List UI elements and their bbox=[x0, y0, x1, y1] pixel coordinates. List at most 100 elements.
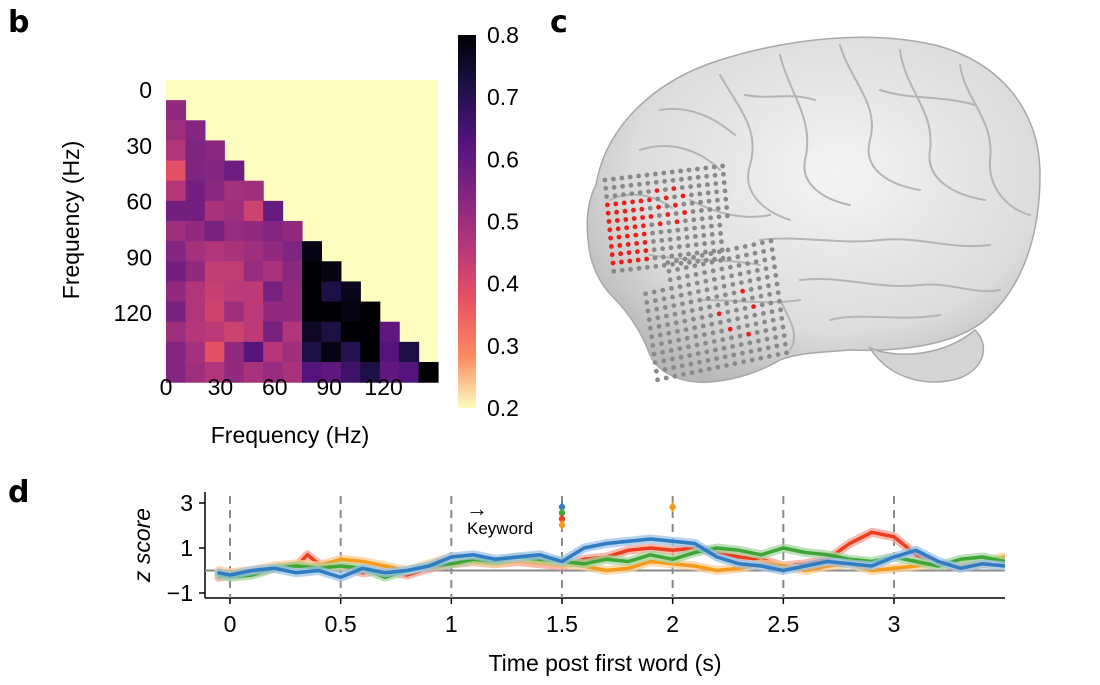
heatmap-cell bbox=[302, 321, 323, 343]
electrode-selected bbox=[613, 201, 619, 207]
electrode-selected bbox=[663, 195, 669, 201]
electrode bbox=[726, 256, 732, 261]
heatmap-cell bbox=[166, 160, 187, 182]
electrode bbox=[762, 319, 767, 325]
heatmap-cell bbox=[263, 221, 284, 242]
electrode-selected bbox=[644, 256, 649, 262]
electrode bbox=[683, 327, 689, 332]
electrode-selected bbox=[665, 212, 671, 217]
electrode bbox=[757, 285, 763, 290]
electrode bbox=[729, 335, 734, 341]
electrode bbox=[719, 328, 724, 334]
electrode bbox=[670, 294, 675, 300]
electrode-selected bbox=[609, 244, 614, 249]
electrode-selected bbox=[616, 234, 622, 240]
electrode bbox=[668, 245, 674, 251]
electrode bbox=[702, 332, 707, 337]
heatmap-cell bbox=[224, 281, 245, 303]
electrode bbox=[692, 263, 698, 269]
heatmap-x-tick-label: 60 bbox=[262, 374, 288, 400]
electrode bbox=[683, 226, 689, 232]
heatmap-cell bbox=[243, 241, 264, 262]
heatmap-cell bbox=[185, 281, 206, 303]
electrode bbox=[675, 329, 680, 334]
keyword-markers bbox=[558, 502, 676, 530]
heatmap-cell bbox=[224, 221, 245, 242]
heatmap-cell bbox=[185, 140, 206, 162]
electrode bbox=[736, 263, 742, 268]
electrode bbox=[669, 169, 675, 175]
electrode bbox=[770, 317, 776, 323]
electrode bbox=[706, 198, 712, 204]
line-x-tick-label: 3 bbox=[888, 611, 901, 637]
electrode bbox=[677, 346, 683, 351]
heatmap-cell bbox=[204, 281, 225, 303]
electrode bbox=[680, 301, 685, 307]
electrode bbox=[686, 282, 691, 288]
electrode bbox=[672, 311, 678, 317]
electrode-selected bbox=[618, 251, 623, 257]
heatmap-y-tick-label: 30 bbox=[126, 133, 152, 159]
heatmap-cell bbox=[302, 341, 323, 363]
electrode-selected bbox=[654, 188, 660, 194]
electrode bbox=[715, 302, 721, 308]
heatmap-axes: 0 30 60 90 120 0 30 60 90 120 bbox=[114, 77, 403, 400]
heatmap-cell bbox=[204, 221, 225, 242]
electrode bbox=[664, 203, 670, 209]
electrode bbox=[758, 355, 764, 361]
electrode bbox=[755, 268, 760, 273]
electrode bbox=[714, 189, 719, 195]
keyword-marker-dot bbox=[558, 509, 566, 517]
electrode bbox=[750, 295, 755, 301]
heatmap-cell bbox=[360, 362, 381, 383]
heatmap-cell bbox=[224, 362, 245, 383]
heatmap-cell bbox=[282, 341, 303, 363]
electrode bbox=[691, 254, 696, 260]
electrode bbox=[699, 315, 705, 320]
electrode-selected bbox=[631, 216, 637, 221]
electrode bbox=[762, 257, 768, 263]
heatmap-cell bbox=[204, 200, 225, 222]
electrode bbox=[761, 249, 766, 254]
electrode bbox=[690, 209, 696, 214]
electrode bbox=[773, 273, 779, 278]
electrode bbox=[620, 183, 625, 189]
electrode bbox=[720, 275, 726, 280]
electrode-selected bbox=[671, 186, 677, 192]
electrode bbox=[661, 296, 667, 302]
electrode bbox=[663, 375, 669, 381]
electrode bbox=[724, 363, 729, 368]
electrode bbox=[645, 264, 650, 270]
keyword-marker-dot bbox=[558, 503, 566, 511]
heatmap-cell bbox=[360, 301, 381, 323]
electrode-selected bbox=[727, 326, 733, 332]
electrode bbox=[688, 299, 694, 305]
electrode bbox=[685, 273, 690, 279]
panel-letter-c: c bbox=[550, 5, 568, 40]
electrode bbox=[768, 238, 774, 244]
line-x-tick-label: 0.5 bbox=[325, 611, 357, 637]
electrode bbox=[719, 239, 724, 245]
electrode bbox=[723, 292, 728, 298]
electrode bbox=[670, 356, 675, 362]
electrode bbox=[721, 180, 727, 186]
electrode bbox=[665, 260, 671, 265]
heatmap-cell bbox=[243, 341, 264, 363]
heatmap-cell bbox=[302, 261, 323, 283]
heatmap-cell bbox=[282, 321, 303, 343]
brain-cortex bbox=[586, 36, 1041, 383]
colorbar-ticks: 0.8 0.7 0.6 0.5 0.4 0.3 0.2 bbox=[487, 22, 519, 421]
electrode bbox=[712, 172, 718, 178]
electrode bbox=[698, 368, 703, 374]
electrode bbox=[673, 320, 679, 326]
electrode bbox=[734, 245, 739, 251]
electrode bbox=[701, 261, 706, 267]
electrode bbox=[651, 239, 656, 244]
electrode bbox=[685, 243, 691, 249]
heatmap-cell bbox=[340, 321, 361, 343]
colorbar-tick-label: 0.2 bbox=[487, 395, 519, 421]
electrode bbox=[689, 308, 695, 313]
electrode-selected bbox=[615, 226, 621, 232]
electrode bbox=[655, 315, 661, 321]
electrode bbox=[741, 297, 747, 303]
